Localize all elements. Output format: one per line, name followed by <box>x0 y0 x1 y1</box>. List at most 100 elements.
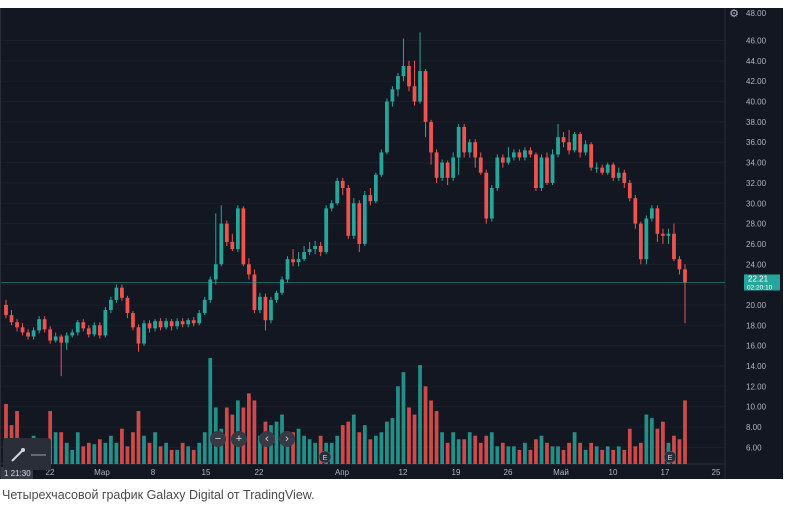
y-tick-label: 12.00 <box>746 382 767 391</box>
gear-icon[interactable]: ⚙ <box>729 8 739 20</box>
volume-bar <box>258 435 262 464</box>
volume-bar <box>545 442 549 464</box>
volume-bar <box>285 439 290 464</box>
candle-body <box>589 144 594 168</box>
x-tick-label: 12 <box>399 468 408 477</box>
candle-body <box>324 208 329 253</box>
zoom-out-button[interactable]: − <box>210 431 226 447</box>
y-tick-label: 38.00 <box>746 118 767 127</box>
earnings-marker[interactable] <box>318 450 332 464</box>
earnings-marker[interactable] <box>663 450 677 464</box>
volume-bar <box>373 435 378 464</box>
volume-bar <box>307 439 312 464</box>
x-tick-label: Апр <box>335 468 350 477</box>
candle-body <box>489 187 494 219</box>
volume-bar <box>605 446 610 464</box>
candle-body <box>677 259 682 270</box>
candle-body <box>495 157 500 188</box>
volume-bar <box>291 432 295 464</box>
candle-body <box>280 279 284 293</box>
volume-bar <box>109 435 113 464</box>
volume-bar <box>252 400 257 464</box>
candle-body <box>561 137 566 143</box>
x-tick-label: 26 <box>504 468 513 477</box>
candle-body <box>213 264 218 280</box>
volume-bar <box>484 435 489 464</box>
y-tick-label: 40.00 <box>746 98 767 107</box>
volume-bar <box>600 449 605 464</box>
candle-body <box>37 319 41 331</box>
y-tick-label: 42.00 <box>746 77 767 86</box>
candle-body <box>451 157 456 178</box>
volume-bar <box>191 449 196 464</box>
candle-body <box>241 208 246 265</box>
candle-body <box>92 325 97 335</box>
candle-body <box>75 322 80 333</box>
candle-body <box>661 233 665 236</box>
candle-body <box>64 335 69 343</box>
candle-body <box>351 203 356 236</box>
candle-body <box>97 325 102 336</box>
candle-body <box>307 249 312 253</box>
volume-bar <box>462 439 467 464</box>
volume-bar <box>506 446 511 464</box>
volume-bar <box>390 418 395 464</box>
volume-bar <box>70 449 75 464</box>
volume-bar <box>478 442 483 464</box>
volume-bar <box>357 432 362 464</box>
volume-bar <box>136 411 141 464</box>
volume-bar <box>440 432 444 464</box>
volume-bar <box>296 428 301 464</box>
candle-body <box>456 126 461 158</box>
candle-body <box>252 274 257 311</box>
price-chart[interactable]: 6.00 8.00 10.00 12.00 14.00 16.00 18.00 20.00 22… <box>1 8 783 479</box>
candle-body <box>517 152 522 158</box>
candle-body <box>467 142 472 153</box>
x-tick-label: 25 <box>712 468 721 477</box>
volume-bar <box>329 442 334 464</box>
candle-body <box>9 315 14 323</box>
y-tick-label: 26.00 <box>746 240 767 249</box>
volume-bar <box>180 442 185 464</box>
volume-bar <box>379 432 384 464</box>
candle-body <box>70 332 75 336</box>
scroll-left-button[interactable]: ‹ <box>259 431 275 447</box>
volume-bar <box>97 439 102 464</box>
volume-bar <box>164 442 168 464</box>
candle-body <box>26 332 30 337</box>
drawing-tools-panel[interactable] <box>3 438 51 470</box>
scroll-right-button[interactable]: › <box>279 431 295 447</box>
y-tick-label: 36.00 <box>746 138 767 147</box>
volume-bar <box>511 446 516 464</box>
volume-bar <box>92 444 97 464</box>
zoom-in-button[interactable]: + <box>231 431 247 447</box>
volume-bar <box>15 411 19 464</box>
volume-bar <box>683 400 687 464</box>
y-tick-label: 16.00 <box>746 342 767 351</box>
candle-body <box>247 264 251 275</box>
candle-body <box>390 89 395 102</box>
candle-body <box>42 319 47 330</box>
candle-body <box>274 292 279 300</box>
price-tag-value: 22.21 <box>748 274 769 283</box>
candle-body <box>644 218 649 260</box>
volume-bar <box>495 446 500 464</box>
candle-body <box>235 208 240 250</box>
y-tick-label: 28.00 <box>746 220 767 229</box>
candle-body <box>191 320 196 324</box>
chart-frame[interactable]: 6.00 8.00 10.00 12.00 14.00 16.00 18.00 20.00 22… <box>0 8 783 479</box>
candle-body <box>478 157 483 173</box>
earnings-marker-label: E <box>668 455 673 462</box>
volume-bar <box>473 435 478 464</box>
pencil-icon[interactable] <box>3 438 51 470</box>
y-tick-label: 18.00 <box>746 321 767 330</box>
candle-body <box>611 164 616 178</box>
candle-body <box>605 164 610 173</box>
volume-bar <box>64 442 69 464</box>
volume-bar <box>567 442 571 464</box>
price-tag-countdown: 02:20:10 <box>747 284 773 291</box>
chart-caption: Четырехчасовой график Galaxy Digital от … <box>2 488 315 502</box>
candle-body <box>313 245 318 250</box>
candle-body <box>462 126 467 153</box>
candle-body <box>175 321 180 327</box>
